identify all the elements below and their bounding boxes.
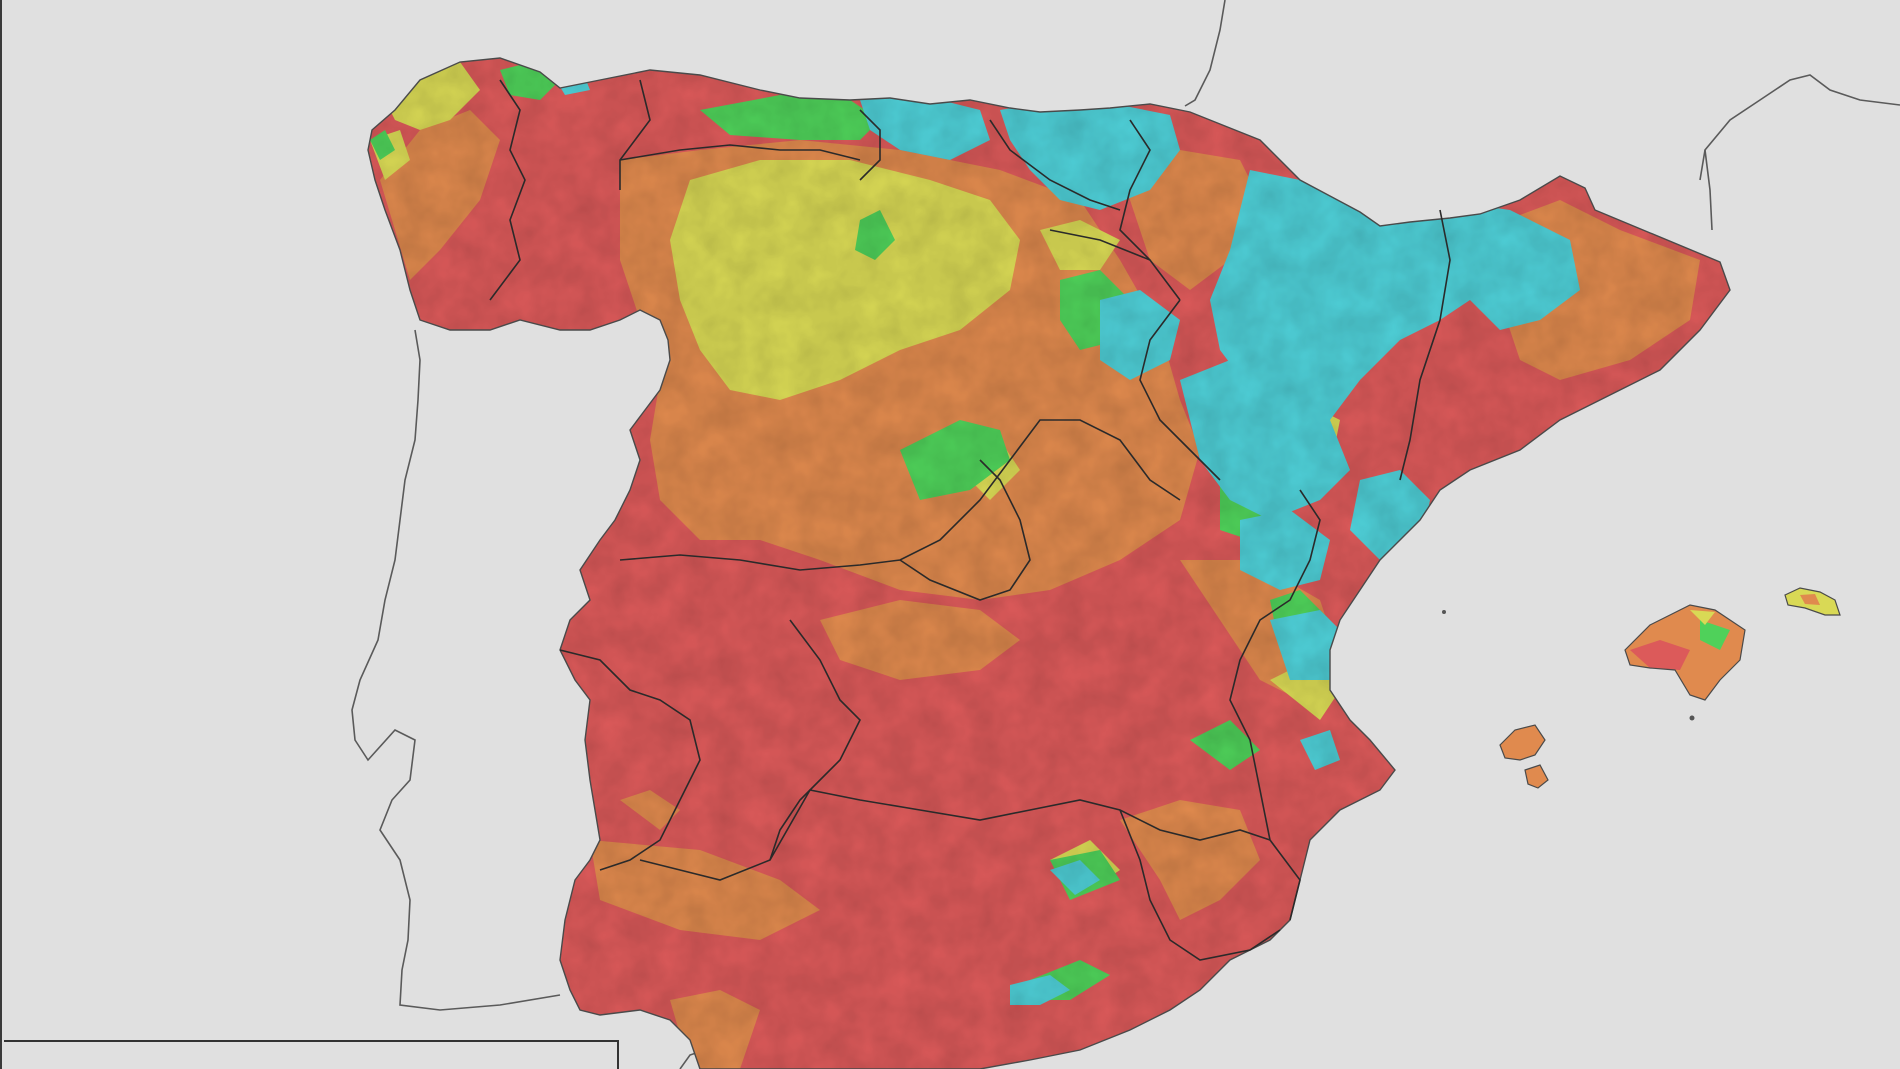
balearic-islands [1499, 587, 1841, 789]
menorca-orange [1800, 594, 1820, 605]
border-andalucia [639, 789, 1271, 881]
border-madrid [899, 459, 1031, 601]
border-galicia [489, 79, 526, 301]
map-frame-left [0, 0, 2, 1069]
border-rioja [1049, 229, 1151, 261]
border-aragon-west [1139, 299, 1221, 481]
border-castilla-mancha [769, 619, 861, 861]
columbretes-islet [1442, 610, 1446, 614]
france-med-coastline [1699, 74, 1900, 181]
border-asturias [619, 79, 651, 190]
france-gulf-coastline [1704, 149, 1713, 231]
border-cantabria [859, 109, 881, 181]
border-navarra [1119, 119, 1181, 301]
border-valencia [1229, 489, 1321, 921]
border-extremadura [559, 649, 701, 871]
ibiza-island [1499, 724, 1546, 761]
border-murcia [1119, 809, 1281, 961]
cabrera-islet [1689, 715, 1695, 721]
legend-frame [4, 1040, 619, 1069]
france-coastline [1184, 0, 1226, 107]
formentera-island [1524, 764, 1549, 789]
border-basque [989, 119, 1121, 211]
mallorca-island [1625, 605, 1745, 700]
border-castilla-leon-north [619, 144, 861, 161]
mallorca-outline [1624, 604, 1746, 701]
region-borders [489, 79, 1451, 961]
border-aragon-cat [1399, 209, 1451, 481]
portugal-coastline [351, 329, 561, 1011]
border-castilla-leon-south [619, 419, 1181, 571]
